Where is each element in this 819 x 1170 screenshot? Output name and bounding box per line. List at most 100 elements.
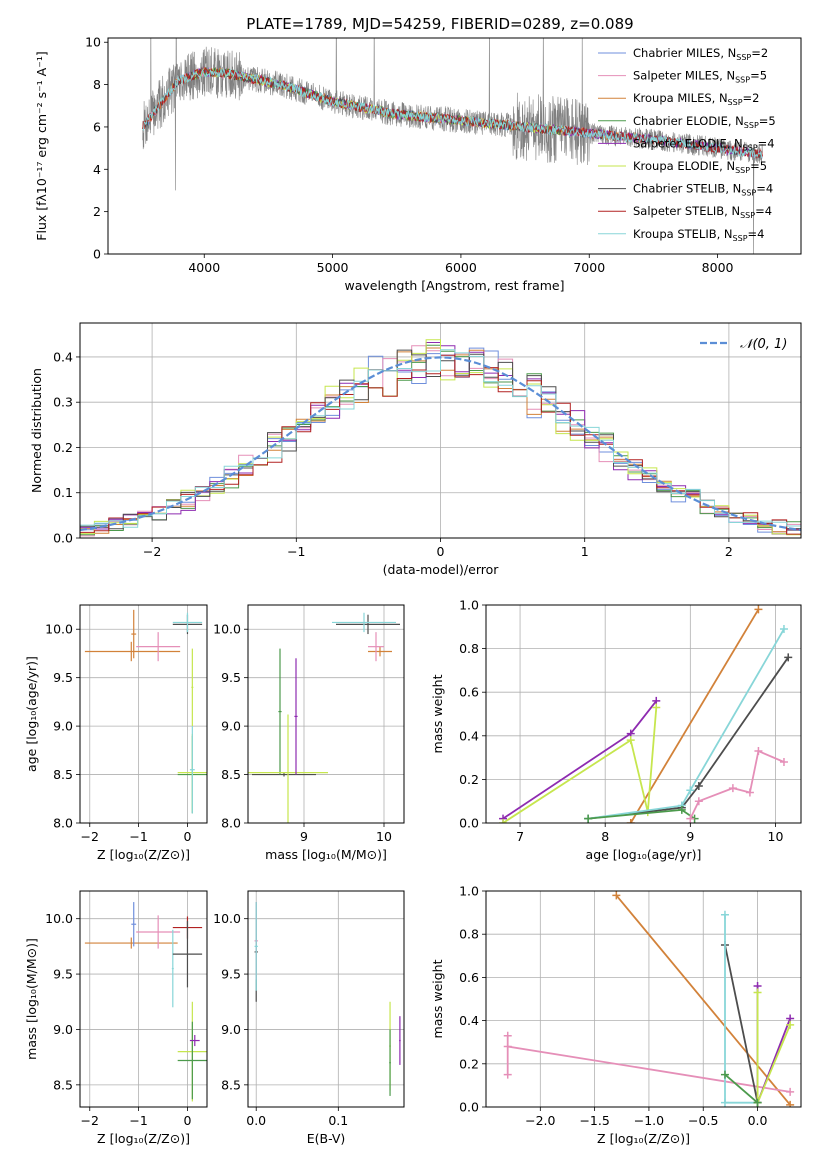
x-tick-label: 5000 bbox=[317, 260, 349, 275]
chart-mass-vs-Z: −2 −1 0 8.5 9.0 9.5 10.0 Z [log₁₀(Z/Z⊙)] mass [l… bbox=[24, 890, 208, 1146]
x-tick-label: −0.5 bbox=[688, 1113, 718, 1128]
y-tick-label: 0.8 bbox=[459, 927, 479, 942]
weight-marker bbox=[720, 1070, 729, 1079]
x-tick-label: 8000 bbox=[702, 260, 734, 275]
weight-marker bbox=[779, 624, 788, 633]
x-tick-label: 9 bbox=[300, 829, 308, 844]
y-axis-label: Normed distribution bbox=[29, 368, 44, 493]
x-tick-label: −2 bbox=[143, 544, 161, 559]
y-tick-label: 8.5 bbox=[53, 1077, 73, 1092]
x-tick-label: 0.0 bbox=[748, 1113, 768, 1128]
y-tick-label: 0.1 bbox=[53, 485, 73, 500]
y-tick-label: 2 bbox=[93, 204, 101, 219]
weight-marker bbox=[503, 1070, 512, 1079]
y-tick-label: 0.4 bbox=[459, 728, 479, 743]
y-tick-label: 9.5 bbox=[221, 967, 241, 982]
legend-entry: 𝒩(0, 1) bbox=[740, 337, 787, 352]
legend-entry: Kroupa STELIB, NSSP=4 bbox=[633, 227, 764, 243]
y-tick-label: 9.0 bbox=[53, 1022, 73, 1037]
y-tick-label: 10.0 bbox=[213, 911, 241, 926]
mass-vs-Z-frame bbox=[79, 890, 208, 1108]
y-tick-label: 0 bbox=[93, 247, 101, 262]
weight-marker bbox=[503, 1031, 512, 1040]
weight-marker bbox=[626, 819, 635, 823]
chart-spectrum: 4000 5000 6000 7000 8000 0 2 4 6 8 10 wavelength [A… bbox=[34, 35, 802, 293]
weight-marker bbox=[784, 653, 793, 662]
chart-age-vs-mass: 9 10 8.0 8.5 9.0 9.5 10.0 mass [log₁₀(M/M⊙)] bbox=[213, 604, 405, 862]
legend-entry: Salpeter MILES, NSSP=5 bbox=[633, 69, 767, 85]
weight-marker bbox=[694, 797, 703, 806]
x-tick-label: −1.5 bbox=[579, 1113, 609, 1128]
weight-line-kroupa-elodie bbox=[502, 707, 658, 823]
y-tick-label: 0.0 bbox=[459, 816, 479, 831]
x-tick-label: 0 bbox=[437, 544, 445, 559]
spectrum-frame bbox=[107, 37, 802, 255]
y-tick-label: 8.5 bbox=[53, 767, 73, 782]
y-axis-label: mass weight bbox=[430, 674, 445, 753]
age-vs-Z-plot-area bbox=[80, 605, 207, 823]
mass-vs-EBV-frame bbox=[247, 890, 405, 1108]
residuals-frame bbox=[79, 322, 802, 539]
figure-title: PLATE=1789, MJD=54259, FIBERID=0289, z=0… bbox=[246, 15, 633, 33]
y-tick-label: 6 bbox=[93, 119, 101, 134]
x-axis-label: Z [log₁₀(Z/Z⊙)] bbox=[97, 847, 190, 862]
y-tick-label: 8.5 bbox=[221, 1077, 241, 1092]
y-axis-label: age [log₁₀(age/yr)] bbox=[24, 656, 39, 772]
y-tick-label: 0.0 bbox=[53, 531, 73, 546]
x-tick-label: −2.0 bbox=[525, 1113, 555, 1128]
legend-entry: Chabrier STELIB, NSSP=4 bbox=[633, 182, 773, 198]
y-tick-label: 0.4 bbox=[459, 1013, 479, 1028]
weight-marker bbox=[584, 814, 593, 823]
y-tick-label: 9.0 bbox=[221, 1022, 241, 1037]
normal-curve bbox=[80, 356, 801, 532]
weight-marker bbox=[612, 891, 621, 900]
y-tick-label: 10 bbox=[85, 35, 101, 50]
weight-marker bbox=[753, 1098, 762, 1107]
weight-marker bbox=[728, 784, 737, 793]
y-tick-label: 9.5 bbox=[53, 967, 73, 982]
y-tick-label: 9.5 bbox=[53, 670, 73, 685]
weight-marker bbox=[786, 1087, 795, 1096]
chart-age-vs-Z: −2 −1 0 8.0 8.5 9.0 9.5 10.0 Z [log₁₀(Z/Z⊙)] age … bbox=[24, 604, 208, 862]
x-tick-label: 2 bbox=[725, 544, 733, 559]
legend-entry: Kroupa ELODIE, NSSP=5 bbox=[633, 159, 767, 175]
x-tick-label: 6000 bbox=[445, 260, 477, 275]
x-tick-label: 1 bbox=[581, 544, 589, 559]
y-tick-label: 8.0 bbox=[53, 816, 73, 831]
y-axis-label: mass [log₁₀(M/M⊙)] bbox=[24, 938, 39, 1060]
observed-spectrum bbox=[142, 38, 763, 254]
x-tick-label: 0.1 bbox=[328, 1113, 348, 1128]
x-tick-label: 10 bbox=[376, 829, 392, 844]
mass-vs-EBV-plot-area bbox=[248, 891, 404, 1107]
weight-line-salpeter-miles bbox=[506, 1035, 791, 1093]
y-tick-label: 8 bbox=[93, 77, 101, 92]
y-tick-label: 0.6 bbox=[459, 970, 479, 985]
residuals-plot-area bbox=[80, 323, 801, 538]
y-tick-label: 9.5 bbox=[221, 670, 241, 685]
weight-marker bbox=[786, 1100, 795, 1107]
weight-marker bbox=[626, 736, 635, 745]
y-tick-label: 0.2 bbox=[459, 772, 479, 787]
weight-marker bbox=[754, 747, 763, 756]
weight-marker bbox=[503, 1042, 512, 1051]
y-tick-label: 0.6 bbox=[459, 685, 479, 700]
weight-vs-Z-plot-area bbox=[486, 891, 801, 1107]
weight-line-kroupa-stelib bbox=[724, 914, 758, 1104]
y-tick-label: 9.0 bbox=[53, 719, 73, 734]
x-tick-label: −1 bbox=[129, 1113, 147, 1128]
weight-marker bbox=[499, 819, 508, 823]
weight-marker bbox=[745, 788, 754, 797]
chart-weight-vs-age: 7 8 9 10 0.0 0.2 0.4 0.6 0.8 1.0 age [log₁₀(age/yr… bbox=[430, 598, 802, 862]
spectrum-legend: Chabrier MILES, NSSP=2 Salpeter MILES, NS… bbox=[598, 46, 776, 243]
weight-line-salpeter-miles bbox=[689, 749, 785, 819]
weight-marker bbox=[779, 757, 788, 766]
weight-line-kroupa-miles bbox=[615, 894, 791, 1106]
weight-marker bbox=[720, 910, 729, 919]
x-tick-label: 0.0 bbox=[246, 1113, 266, 1128]
y-tick-label: 4 bbox=[93, 162, 101, 177]
x-axis-label: wavelength [Angstrom, rest frame] bbox=[344, 278, 564, 293]
mass-vs-Z-plot-area bbox=[80, 891, 207, 1107]
weight-line-salpeter-elodie bbox=[502, 700, 658, 820]
